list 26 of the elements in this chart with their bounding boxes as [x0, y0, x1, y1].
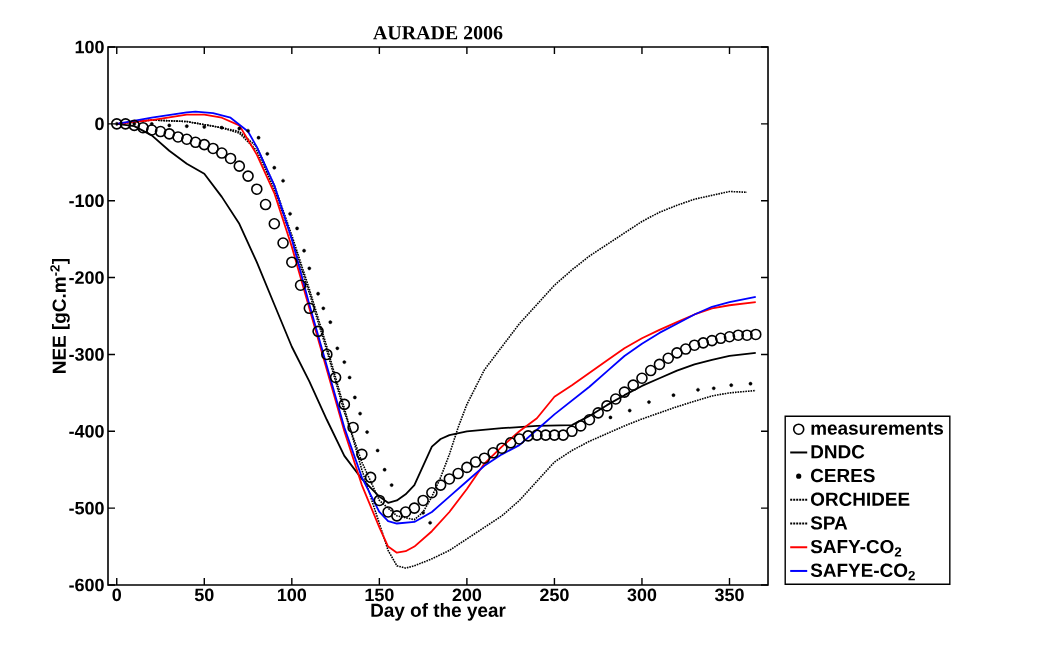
x-tick-label: 50 — [194, 588, 214, 602]
y-tick-label: -300 — [69, 348, 104, 361]
x-tick-label: 100 — [277, 588, 307, 602]
legend-label: DNDC — [811, 445, 865, 459]
legend-label: measurements — [811, 422, 944, 435]
y-tick-label: -400 — [69, 424, 104, 438]
legend-label: CERES — [810, 468, 875, 483]
x-tick-label: 0 — [112, 588, 121, 602]
legend-label: ORCHIDEE — [810, 492, 910, 506]
y-tick-label: -500 — [69, 501, 104, 515]
y-tick-label: 0 — [95, 117, 104, 131]
legend-label: SAFY-CO$_{2}$ — [810, 539, 902, 557]
y-tick-label: -600 — [69, 578, 104, 592]
x-tick-label: 250 — [540, 588, 569, 602]
chart-title: AURADE 2006 — [373, 26, 503, 40]
y-tick-label: -200 — [69, 271, 104, 284]
x-tick-label: 350 — [714, 588, 744, 602]
x-tick-label: 300 — [627, 588, 657, 602]
y-tick-label: -100 — [69, 194, 104, 208]
legend-label: SAFYE-CO$_{2}$ — [810, 563, 915, 581]
y-tick-label: 100 — [75, 40, 104, 54]
legend-label: SPA — [810, 516, 848, 530]
x-axis-title: Day of the year — [371, 603, 506, 621]
y-axis-title: NEE [gC.m$^{-2}$] — [50, 258, 70, 373]
x-tick-label: 150 — [365, 588, 394, 602]
x-tick-label: 200 — [452, 588, 482, 602]
